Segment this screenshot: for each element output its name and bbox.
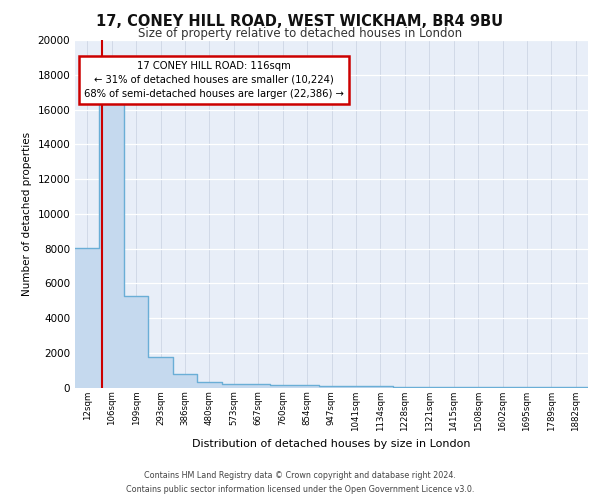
Bar bbox=[442, 387, 466, 388]
Bar bbox=[392, 386, 417, 388]
Bar bbox=[148, 357, 173, 388]
Bar bbox=[124, 296, 148, 388]
Bar bbox=[295, 385, 319, 388]
Bar bbox=[197, 382, 221, 388]
Bar bbox=[173, 374, 197, 388]
X-axis label: Distribution of detached houses by size in London: Distribution of detached houses by size … bbox=[192, 439, 471, 449]
Text: 17 CONEY HILL ROAD: 116sqm
← 31% of detached houses are smaller (10,224)
68% of : 17 CONEY HILL ROAD: 116sqm ← 31% of deta… bbox=[85, 61, 344, 99]
Bar bbox=[344, 386, 368, 388]
Text: 17, CONEY HILL ROAD, WEST WICKHAM, BR4 9BU: 17, CONEY HILL ROAD, WEST WICKHAM, BR4 9… bbox=[97, 14, 503, 29]
Bar bbox=[100, 101, 124, 388]
Bar bbox=[246, 384, 271, 388]
Bar bbox=[221, 384, 246, 388]
Bar bbox=[75, 248, 100, 388]
Text: Size of property relative to detached houses in London: Size of property relative to detached ho… bbox=[138, 28, 462, 40]
Bar bbox=[417, 387, 442, 388]
Bar bbox=[271, 384, 295, 388]
Bar bbox=[368, 386, 392, 388]
Y-axis label: Number of detached properties: Number of detached properties bbox=[22, 132, 32, 296]
Bar bbox=[319, 386, 344, 388]
Text: Contains HM Land Registry data © Crown copyright and database right 2024.
Contai: Contains HM Land Registry data © Crown c… bbox=[126, 472, 474, 494]
